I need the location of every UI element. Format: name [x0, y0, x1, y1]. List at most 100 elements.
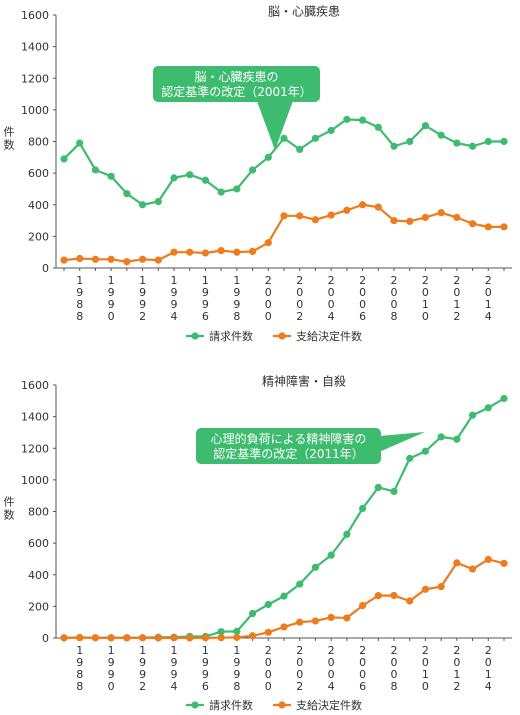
y-tick-label: 1400 — [21, 41, 49, 54]
callout-text: 脳・心臓疾患の — [194, 69, 278, 84]
data-point-payment — [233, 248, 241, 256]
data-point-request — [453, 139, 461, 147]
data-point-payment — [453, 213, 461, 221]
data-point-request — [437, 131, 445, 139]
data-point-request — [358, 504, 367, 513]
data-point-payment — [170, 634, 178, 642]
data-point-payment — [91, 634, 100, 642]
data-point-payment — [154, 634, 162, 642]
data-point-request — [264, 153, 272, 161]
legend-marker — [278, 332, 286, 340]
legend-marker — [191, 701, 199, 709]
data-point-request — [484, 404, 492, 412]
annotation-callout — [196, 428, 381, 464]
data-point-request — [170, 174, 178, 182]
y-tick-label: 200 — [28, 600, 49, 613]
y-tick-label: 0 — [42, 262, 49, 275]
callout-text: 認定基準の改定（2001年） — [161, 84, 312, 99]
chart-1: 脳・心臓疾患 0 200 400 600 800 1000 1200 1400 1600 件数 1 9 8… — [4, 4, 512, 343]
data-point-request — [76, 139, 84, 147]
data-point-payment — [437, 583, 445, 591]
data-point-payment — [500, 223, 508, 231]
data-point-payment — [107, 634, 115, 642]
chart-title: 脳・心臓疾患 — [268, 4, 340, 19]
data-point-request — [406, 137, 414, 146]
data-point-request — [453, 435, 461, 443]
data-point-request — [280, 592, 288, 600]
legend-marker — [191, 332, 199, 340]
data-point-payment — [484, 223, 492, 231]
data-point-payment — [500, 559, 508, 567]
data-point-request — [390, 142, 398, 150]
data-point-request — [500, 394, 508, 403]
data-point-payment — [406, 597, 414, 605]
data-point-request — [343, 530, 351, 538]
data-point-request — [264, 600, 272, 609]
data-point-payment — [217, 247, 225, 255]
data-point-payment — [248, 247, 257, 255]
data-point-payment — [91, 255, 100, 263]
chart-title: 精神障害・自殺 — [262, 374, 346, 389]
data-point-request — [343, 115, 351, 123]
y-tick-label: 1200 — [21, 72, 49, 85]
data-point-request — [358, 116, 367, 124]
data-point-payment — [138, 634, 147, 642]
legend-label: 支給決定件数 — [296, 329, 362, 343]
data-point-request — [311, 134, 320, 142]
y-tick-label: 1200 — [21, 442, 49, 455]
data-point-payment — [484, 555, 492, 564]
data-point-payment — [217, 634, 225, 642]
data-point-payment — [296, 618, 304, 626]
data-point-request — [374, 483, 382, 492]
data-point-payment — [264, 628, 272, 636]
data-point-payment — [374, 203, 382, 211]
y-tick-label: 1400 — [21, 411, 49, 424]
data-point-request — [248, 166, 257, 174]
data-point-payment — [280, 623, 288, 631]
data-point-request — [296, 580, 304, 588]
data-point-payment — [76, 254, 84, 263]
y-tick-label: 600 — [28, 537, 49, 550]
data-point-request — [217, 188, 225, 196]
data-point-payment — [123, 634, 131, 642]
data-point-request — [296, 145, 304, 154]
data-point-request — [60, 155, 68, 163]
y-tick-label: 1000 — [21, 104, 49, 117]
data-point-payment — [264, 239, 272, 247]
data-point-request — [248, 609, 257, 618]
data-point-request — [186, 171, 194, 179]
y-tick-label: 800 — [28, 136, 49, 149]
data-point-payment — [453, 559, 461, 567]
y-tick-label: 800 — [28, 506, 49, 519]
data-point-payment — [406, 217, 414, 225]
y-axis-label: 件数 — [4, 496, 15, 522]
y-tick-label: 0 — [42, 632, 49, 645]
data-point-payment — [186, 634, 194, 642]
data-point-request — [437, 433, 445, 441]
data-point-request — [217, 628, 225, 636]
data-point-request — [201, 176, 210, 184]
data-point-payment — [201, 634, 210, 642]
legend-label: 請求件数 — [209, 329, 253, 343]
data-point-request — [484, 137, 492, 146]
